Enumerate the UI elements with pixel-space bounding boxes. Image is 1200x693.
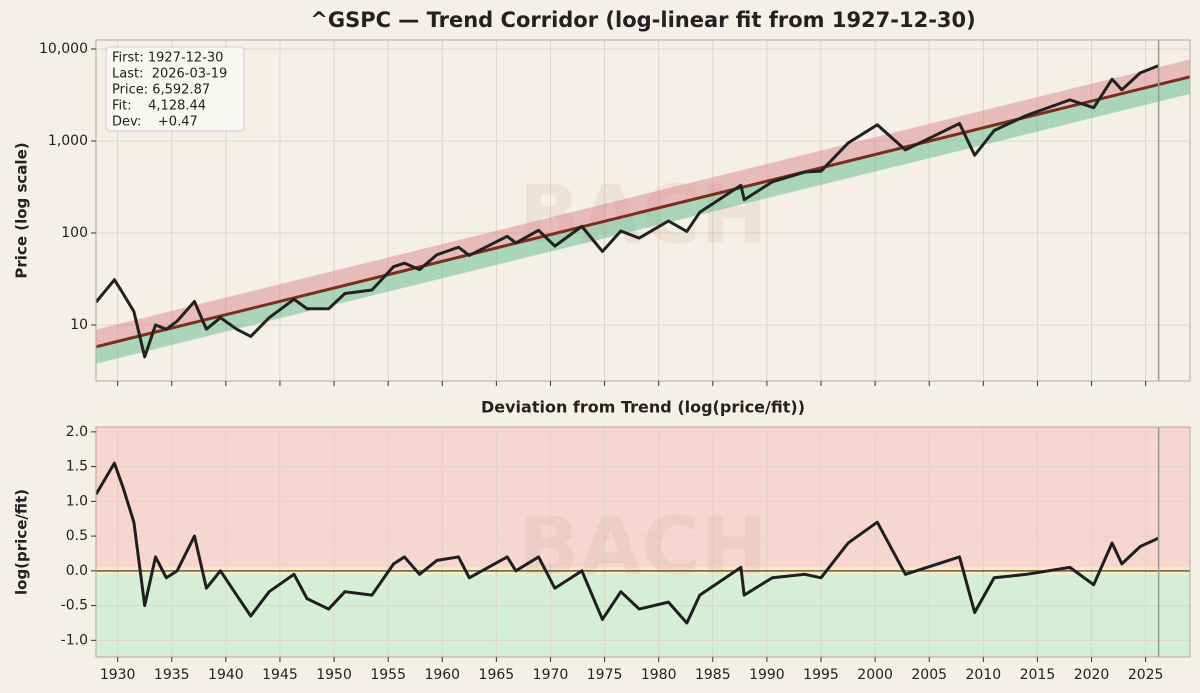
x-tick-label: 1955 <box>370 667 406 683</box>
x-tick-label: 1965 <box>479 667 515 683</box>
plot-frame <box>95 426 1191 658</box>
y-tick-label: -0.5 <box>61 598 88 614</box>
price-line <box>96 461 1160 625</box>
y-tick-label: 0.0 <box>66 563 88 579</box>
x-tick-label: 1980 <box>641 667 677 683</box>
annotation-line: Last: 2026-03-19 <box>112 67 227 82</box>
x-tick-label: 1985 <box>695 667 731 683</box>
x-tick-label: 2000 <box>857 667 893 683</box>
plot-area: BACH <box>96 40 1190 381</box>
x-tick-label: 2015 <box>1020 667 1056 683</box>
corridor-band <box>96 76 1190 364</box>
annotation-line: Price: 6,592.87 <box>112 83 210 98</box>
y-tick-label: 1.5 <box>66 459 88 475</box>
x-tick-label: 2020 <box>1074 667 1110 683</box>
panel-title: Deviation from Trend (log(price/fit)) <box>481 398 805 417</box>
y-axis-label: Price (log scale) <box>13 142 31 278</box>
x-tick-label: 1970 <box>533 667 569 683</box>
y-tick-label: 10,000 <box>39 41 88 57</box>
x-tick-label: 1950 <box>316 667 352 683</box>
y-tick-label: 1.0 <box>66 493 88 509</box>
x-tick-label: 1945 <box>262 667 298 683</box>
y-tick-label: 2.0 <box>66 424 88 440</box>
x-tick-label: 2010 <box>965 667 1001 683</box>
watermark: BACH <box>519 500 768 593</box>
x-tick-label: 2025 <box>1128 667 1164 683</box>
x-tick-label: 1975 <box>587 667 623 683</box>
x-tick-label: 1930 <box>100 667 136 683</box>
y-tick-label: 100 <box>61 225 88 241</box>
y-tick-label: 10 <box>70 317 88 333</box>
y-tick-label: 1,000 <box>48 133 88 149</box>
price-line <box>96 64 1160 359</box>
chart-title: ^GSPC — Trend Corridor (log-linear fit f… <box>310 8 976 32</box>
corridor-band <box>96 59 1190 347</box>
x-tick-label: 1990 <box>749 667 785 683</box>
x-tick-label: 1935 <box>154 667 190 683</box>
annotation-box <box>105 46 245 132</box>
zone <box>96 427 1190 568</box>
annotation-line: Fit: 4,128.44 <box>112 99 206 114</box>
y-axis-label: log(price/fit) <box>13 489 31 595</box>
x-tick-label: 2005 <box>911 667 947 683</box>
x-tick-label: 1960 <box>424 667 460 683</box>
y-tick-label: 0.5 <box>66 528 88 544</box>
x-tick-label: 1940 <box>208 667 244 683</box>
fit-line <box>96 75 1190 349</box>
annotation-line: First: 1927-12-30 <box>112 51 223 66</box>
y-tick-label: -1.0 <box>61 632 88 648</box>
annotation-line: Dev: +0.47 <box>112 115 198 130</box>
plot-frame <box>95 39 1191 382</box>
x-tick-label: 1995 <box>803 667 839 683</box>
zone <box>96 574 1190 657</box>
plot-area: BACH <box>96 427 1190 657</box>
